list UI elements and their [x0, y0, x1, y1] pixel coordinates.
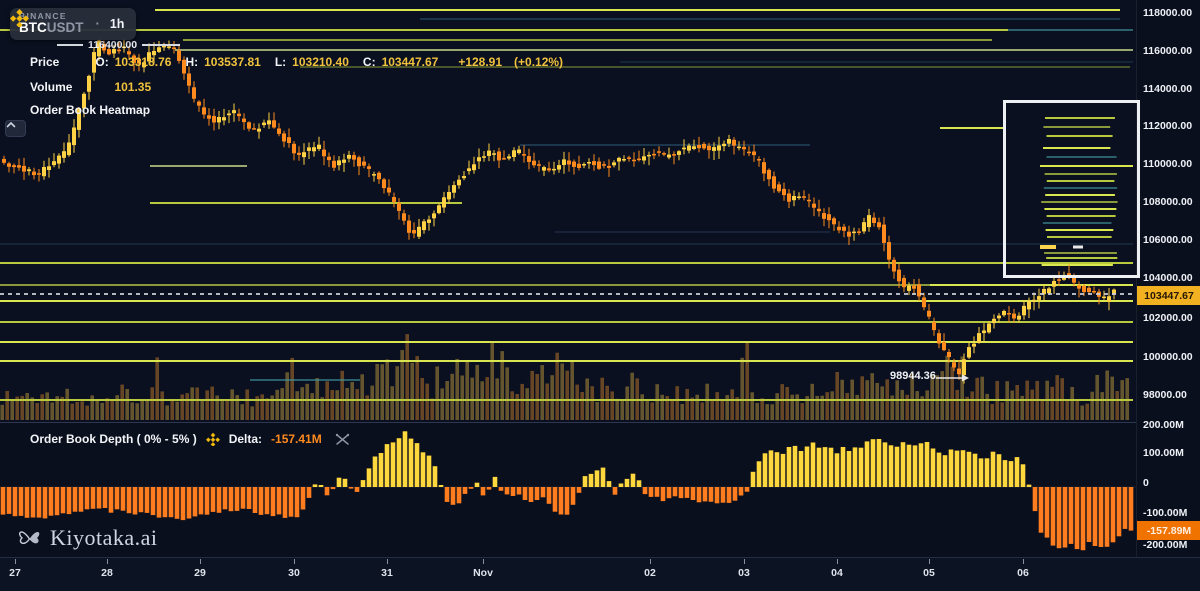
- time-tick-label: 03: [738, 567, 750, 579]
- highlight-box-annotation[interactable]: [1003, 100, 1140, 278]
- time-tick-label: 31: [381, 567, 393, 579]
- brand-name: Kiyotaka.ai: [50, 525, 158, 550]
- close-label: C:: [362, 55, 376, 69]
- time-tick-mark: [387, 559, 388, 564]
- depth-header: Order Book Depth ( 0% - 5% ) Delta: -157…: [30, 432, 350, 446]
- price-legend-row: Price O: 103318.76 H: 103537.81 L: 103210.4…: [30, 55, 563, 69]
- arrow-right-icon: [936, 374, 969, 382]
- delta-label: Delta:: [228, 432, 263, 446]
- crossed-tools-icon[interactable]: [335, 433, 350, 446]
- volume-label: Volume: [30, 80, 73, 94]
- open-value: 103318.76: [114, 55, 172, 69]
- time-tick-label: 02: [644, 567, 656, 579]
- price-axis-tick: 110000.00: [1143, 158, 1193, 170]
- price-axis-tick: 118000.00: [1143, 7, 1193, 19]
- alert-line-left: [57, 44, 83, 46]
- low-price-text: 98944.36: [890, 370, 936, 382]
- delta-value: -157.41M: [271, 432, 322, 446]
- high-value: 103537.81: [204, 55, 261, 69]
- low-price-annotation: 98944.36: [890, 370, 969, 382]
- symbol-pair: BTCUSDT: [19, 19, 84, 35]
- panel-divider[interactable]: [0, 422, 1200, 423]
- depth-panel[interactable]: Order Book Depth ( 0% - 5% ) Delta: -157…: [0, 423, 1136, 557]
- current-price-dashed-line: [0, 293, 1136, 295]
- alert-price-text: 116400.00: [88, 39, 138, 51]
- alert-line-right: [142, 44, 181, 46]
- time-tick-label: 05: [923, 567, 935, 579]
- delta-histogram-chart[interactable]: [0, 423, 1136, 557]
- volume-value: 101.35: [114, 80, 152, 94]
- time-tick-mark: [107, 559, 108, 564]
- time-tick-mark: [744, 559, 745, 564]
- time-tick-mark: [1023, 559, 1024, 564]
- price-axis-tick: 116000.00: [1143, 45, 1193, 57]
- time-tick-mark: [294, 559, 295, 564]
- open-label: O:: [95, 55, 109, 69]
- change-pct-value: (+0.12%): [514, 55, 564, 69]
- candlestick-heatmap-chart[interactable]: [0, 0, 1136, 422]
- time-tick-mark: [837, 559, 838, 564]
- price-axis-tick: 100000.00: [1143, 351, 1193, 363]
- heatmap-section-label: Order Book Heatmap: [30, 103, 151, 117]
- separator-dot: ·: [95, 16, 100, 32]
- exchange-name: BINANCE: [19, 11, 67, 21]
- binance-icon-small: [205, 432, 220, 446]
- time-tick-mark: [200, 559, 201, 564]
- price-axis-tick: 104000.00: [1143, 272, 1193, 284]
- time-tick-mark: [650, 559, 651, 564]
- delta-bars: [0, 431, 1136, 551]
- time-tick-label: 30: [288, 567, 300, 579]
- time-tick-mark: [929, 559, 930, 564]
- volume-bars: [0, 334, 1129, 420]
- price-axis-tick: 108000.00: [1143, 196, 1193, 208]
- current-delta-badge: -157.89M: [1137, 521, 1200, 540]
- price-axis-tick: 106000.00: [1143, 234, 1193, 246]
- time-tick-label: 27: [9, 567, 21, 579]
- time-tick-mark: [483, 559, 484, 564]
- depth-axis-tick: 100.00M: [1143, 447, 1184, 459]
- depth-axis-tick: 0: [1143, 477, 1149, 489]
- low-label: L:: [274, 55, 287, 69]
- low-value: 103210.40: [292, 55, 349, 69]
- close-value: 103447.67: [381, 55, 439, 69]
- price-alert-label[interactable]: 116400.00: [57, 39, 181, 51]
- brand-logo: Kiyotaka.ai: [16, 525, 158, 551]
- price-axis-tick: 102000.00: [1143, 312, 1193, 324]
- time-tick-label: 29: [194, 567, 206, 579]
- interval-label[interactable]: 1h: [109, 16, 125, 31]
- time-axis[interactable]: 27 28 29 30 31 Nov 02 03 04 05 06: [0, 557, 1200, 591]
- price-axis[interactable]: 118000.00 116000.00 114000.00 112000.00 1100…: [1136, 0, 1200, 557]
- change-value: +128.91: [458, 55, 503, 69]
- time-tick-label: Nov: [473, 567, 493, 579]
- symbol-quote: USDT: [46, 19, 84, 35]
- binance-logo-icon: [10, 9, 29, 27]
- depth-axis-tick: -200.00M: [1143, 539, 1188, 551]
- time-tick-label: 28: [101, 567, 113, 579]
- price-axis-tick: 112000.00: [1143, 120, 1193, 132]
- time-tick-label: 06: [1017, 567, 1029, 579]
- price-row-label: Price: [30, 55, 60, 69]
- time-tick-label: 04: [831, 567, 843, 579]
- time-tick-mark: [15, 559, 16, 564]
- volume-legend-row: Volume 101.35: [30, 80, 151, 94]
- depth-title: Order Book Depth ( 0% - 5% ): [30, 432, 197, 446]
- depth-axis-tick: 200.00M: [1143, 419, 1184, 431]
- price-axis-tick: 98000.00: [1143, 389, 1187, 401]
- butterfly-icon: [19, 531, 40, 545]
- chevron-up-icon: [6, 121, 16, 128]
- depth-axis-tick: -100.00M: [1143, 507, 1188, 519]
- candlesticks: [2, 37, 1116, 384]
- price-axis-tick: 114000.00: [1143, 83, 1193, 95]
- symbol-badge[interactable]: BINANCE BTCUSDT · 1h: [10, 8, 137, 41]
- collapse-button[interactable]: [5, 120, 26, 137]
- price-panel[interactable]: 116400.00 98944.36 BINANCE BTCUSDT: [0, 0, 1140, 422]
- symbol-base: BTC: [19, 19, 47, 35]
- current-price-badge: 103447.67: [1137, 286, 1200, 305]
- high-label: H:: [185, 55, 199, 69]
